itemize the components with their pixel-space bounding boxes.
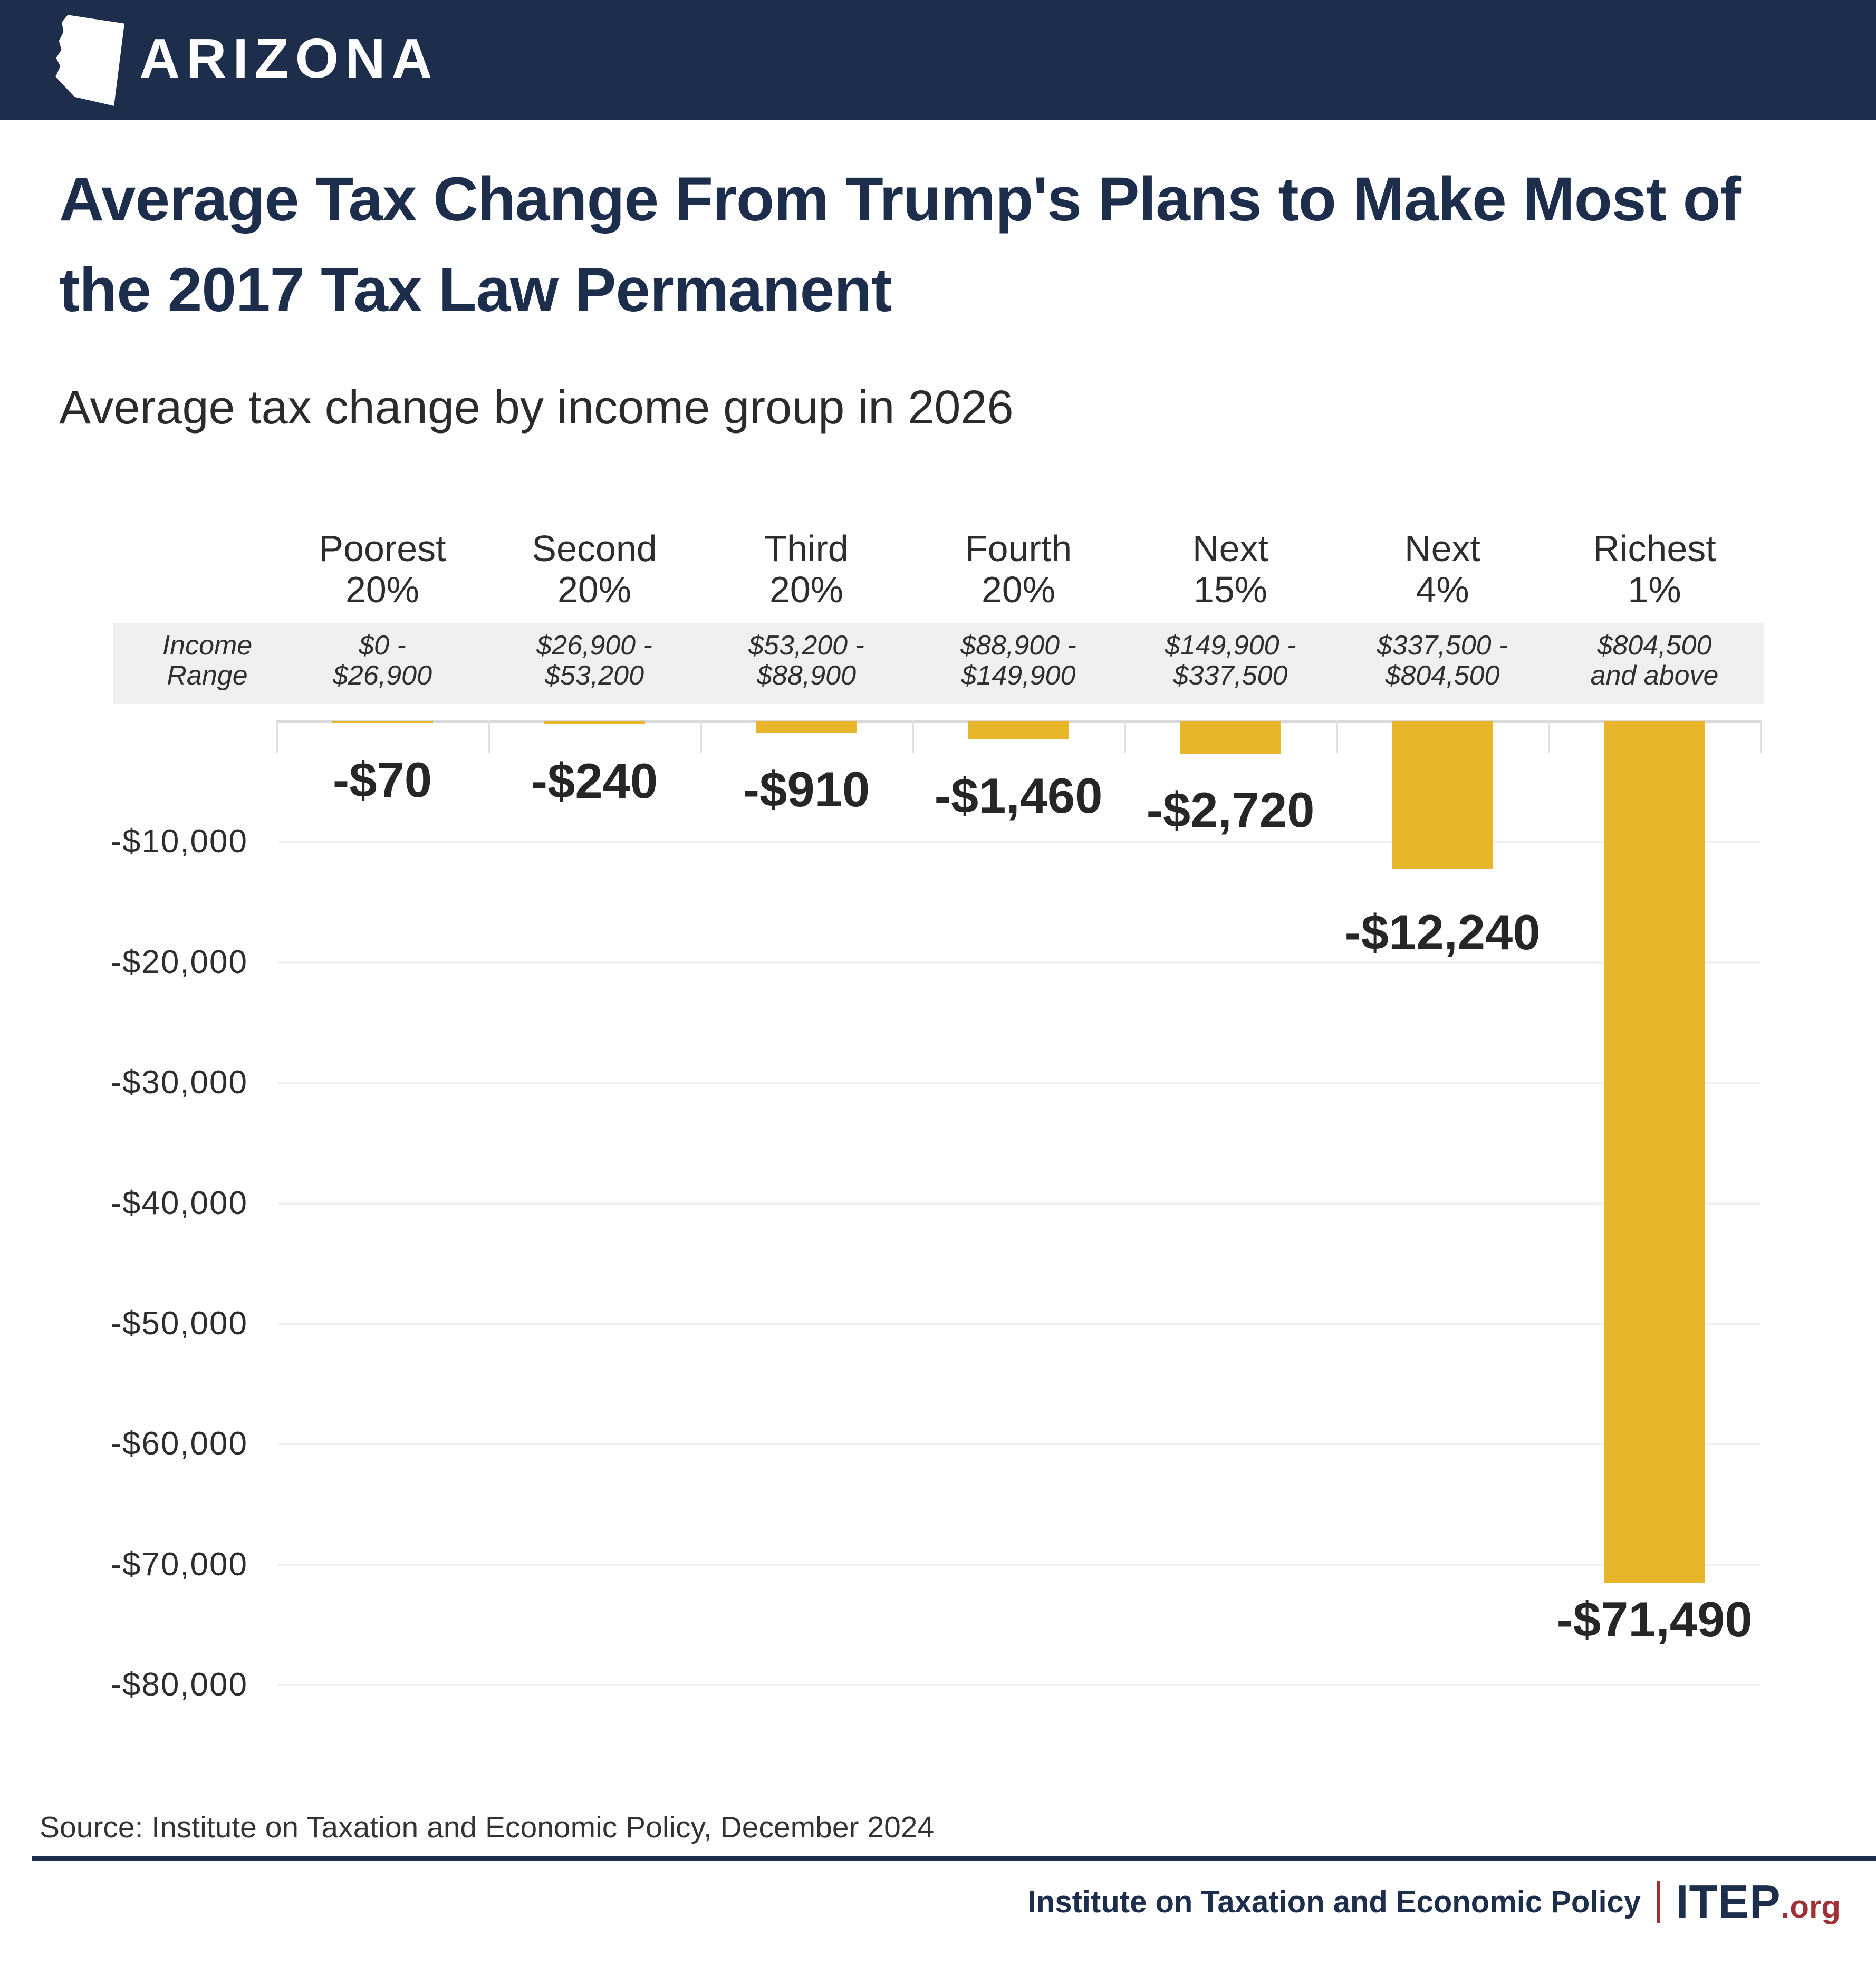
column-tick	[1336, 720, 1338, 753]
header-banner: ARIZONA	[0, 0, 1876, 120]
y-tick-label: -$10,000	[110, 823, 248, 860]
grid-line	[278, 1443, 1760, 1445]
source-note: Source: Institute on Taxation and Econom…	[40, 1810, 935, 1844]
footer-divider	[32, 1856, 1876, 1861]
income-range-line2: $804,500	[1385, 660, 1500, 691]
column-tick	[488, 720, 490, 753]
income-range-line2: $149,900	[961, 660, 1076, 691]
income-range-label: Income Range	[102, 631, 313, 691]
income-range-cell: $53,200 - $88,900	[700, 631, 912, 691]
bar-value-label: -$12,240	[1344, 904, 1541, 960]
income-range-cell: $149,900 - $337,500	[1124, 631, 1336, 691]
y-tick-label: -$50,000	[110, 1305, 248, 1342]
grid-line	[278, 1202, 1760, 1205]
y-tick-label: -$70,000	[110, 1546, 248, 1583]
itep-logo: ITEP .org	[1676, 1875, 1841, 1929]
y-tick-label: -$60,000	[110, 1425, 248, 1462]
bar	[332, 721, 433, 723]
income-range-line1: $804,500	[1597, 630, 1712, 661]
column-header-line2: 20%	[769, 569, 844, 610]
footer-separator-bar	[1657, 1881, 1660, 1923]
income-range-label-line1: Income	[162, 630, 253, 661]
column-header: Poorest 20%	[276, 528, 488, 610]
income-range-line2: and above	[1590, 660, 1719, 691]
footer: Institute on Taxation and Economic Polic…	[1027, 1875, 1841, 1929]
bar	[968, 721, 1069, 739]
y-tick-label: -$20,000	[110, 944, 248, 980]
column-header-line1: Third	[764, 528, 849, 569]
grid-line	[278, 1684, 1760, 1686]
income-range-line1: $53,200 -	[748, 630, 864, 661]
income-range-cell: $0 - $26,900	[276, 631, 488, 691]
income-range-line2: $53,200	[545, 660, 644, 691]
y-tick-label: -$40,000	[110, 1185, 248, 1221]
bar-value-label: -$70	[332, 752, 432, 807]
income-range-label-line2: Range	[167, 660, 248, 691]
column-tick	[700, 720, 702, 753]
column-header-line2: 20%	[557, 569, 632, 610]
income-range-band	[113, 623, 1764, 704]
column-header-line2: 20%	[345, 569, 420, 610]
footer-org-name: Institute on Taxation and Economic Polic…	[1027, 1884, 1641, 1919]
bar	[1180, 721, 1281, 754]
bar-value-label: -$1,460	[934, 768, 1103, 823]
column-header-line2: 4%	[1416, 569, 1469, 610]
page-title: Average Tax Change From Trump's Plans to…	[59, 165, 1741, 325]
column-tick	[912, 720, 914, 753]
column-header: Third 20%	[700, 528, 912, 610]
income-range-line1: $88,900 -	[960, 630, 1076, 661]
grid-line	[278, 1323, 1760, 1325]
column-header-line1: Next	[1404, 528, 1480, 569]
income-range-line1: $0 -	[359, 630, 406, 661]
income-range-cell: $26,900 - $53,200	[488, 631, 700, 691]
bar	[544, 721, 645, 724]
column-header: Richest 1%	[1548, 528, 1760, 610]
grid-line	[278, 1082, 1760, 1084]
column-header: Next 4%	[1336, 528, 1548, 610]
grid-line	[278, 961, 1760, 964]
state-name: ARIZONA	[139, 27, 439, 90]
itep-org-suffix: .org	[1781, 1889, 1841, 1924]
y-tick-label: -$80,000	[110, 1667, 248, 1703]
grid-line	[278, 1564, 1760, 1566]
income-range-cell: $88,900 - $149,900	[912, 631, 1124, 691]
column-header-line2: 1%	[1628, 569, 1681, 610]
column-header-line1: Second	[532, 528, 657, 569]
bar-value-label: -$71,490	[1556, 1592, 1753, 1647]
income-range-line1: $149,900 -	[1165, 630, 1296, 661]
bar	[756, 721, 857, 733]
income-range-line2: $88,900	[757, 660, 856, 691]
arizona-state-icon	[47, 13, 126, 107]
chart-subtitle: Average tax change by income group in 20…	[59, 381, 1014, 434]
column-tick	[1124, 720, 1126, 753]
bar-value-label: -$2,720	[1146, 782, 1315, 837]
column-header-line1: Next	[1192, 528, 1268, 569]
bar	[1604, 721, 1705, 1583]
grid-line	[278, 841, 1760, 843]
income-range-cell: $804,500 and above	[1548, 631, 1760, 691]
column-header: Next 15%	[1124, 528, 1336, 610]
column-tick	[276, 720, 278, 753]
y-tick-label: -$30,000	[110, 1064, 248, 1101]
column-header-line2: 20%	[981, 569, 1056, 610]
column-header-line2: 15%	[1193, 569, 1268, 610]
income-range-line1: $337,500 -	[1377, 630, 1508, 661]
bar	[1392, 721, 1493, 869]
column-header: Fourth 20%	[912, 528, 1124, 610]
income-range-line2: $337,500	[1173, 660, 1288, 691]
column-header-line1: Richest	[1593, 528, 1716, 569]
income-range-line2: $26,900	[333, 660, 432, 691]
income-range-cell: $337,500 - $804,500	[1336, 631, 1548, 691]
column-header-line1: Fourth	[965, 528, 1072, 569]
column-header-line1: Poorest	[319, 528, 446, 569]
income-range-line1: $26,900 -	[536, 630, 652, 661]
bar-value-label: -$240	[531, 753, 658, 808]
bar-value-label: -$910	[743, 762, 870, 817]
itep-logo-text: ITEP	[1676, 1875, 1781, 1928]
column-tick	[1760, 720, 1762, 753]
column-header: Second 20%	[488, 528, 700, 610]
column-tick	[1548, 720, 1550, 753]
